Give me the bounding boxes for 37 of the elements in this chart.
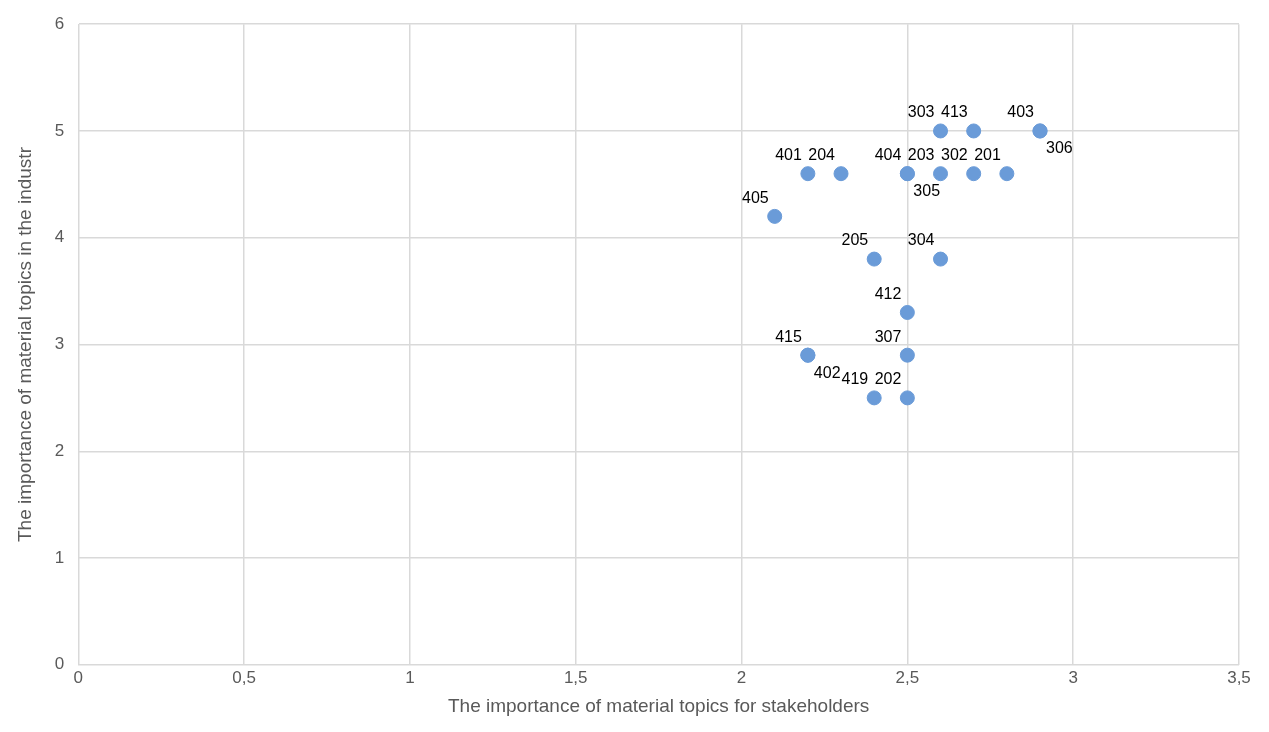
y-tick-label: 1 — [54, 547, 65, 567]
annotation: 302 — [940, 146, 968, 164]
annotation: 403 — [1007, 103, 1035, 121]
y-tick-label: 2 — [54, 440, 65, 460]
y-axis-title: The importance of material topics in the industr — [13, 146, 35, 542]
y-tick-label: 4 — [54, 227, 65, 247]
annotation: 404 — [874, 146, 902, 164]
annotation: 205 — [841, 231, 869, 249]
y-tick-label: 5 — [54, 120, 65, 140]
annotation: 203 — [907, 146, 935, 164]
x-tick-label: 1,5 — [563, 667, 588, 687]
annotation: 412 — [874, 284, 902, 302]
x-tick-label: 1 — [405, 667, 415, 687]
annotation: 307 — [874, 327, 902, 345]
x-tick-label: 2,5 — [895, 667, 920, 687]
annotation: 201 — [974, 146, 1001, 164]
annotation: 401 — [775, 146, 802, 164]
annotation: 204 — [808, 146, 836, 164]
annotation: 413 — [940, 103, 968, 121]
y-tick-label: 0 — [54, 654, 65, 674]
x-axis-title: The importance of material topics for stakeholders — [447, 694, 870, 716]
annotation: 304 — [907, 231, 935, 249]
y-tick-label: 6 — [54, 13, 65, 33]
x-tick-label: 3,5 — [1227, 667, 1251, 687]
x-tick-label: 0,5 — [232, 667, 256, 687]
annotation: 402 — [813, 363, 841, 381]
x-tick-label: 3 — [1068, 667, 1078, 687]
x-tick-label: 2 — [736, 667, 747, 687]
annotation: 303 — [907, 103, 935, 121]
annotation: 405 — [742, 188, 769, 206]
annotation: 305 — [913, 182, 941, 200]
annotation: 202 — [874, 370, 902, 388]
x-tick-label: 0 — [73, 667, 83, 687]
y-tick-label: 3 — [54, 334, 65, 354]
annotation: 306 — [1046, 139, 1073, 157]
annotation: 415 — [775, 327, 802, 345]
annotation: 419 — [841, 370, 869, 388]
